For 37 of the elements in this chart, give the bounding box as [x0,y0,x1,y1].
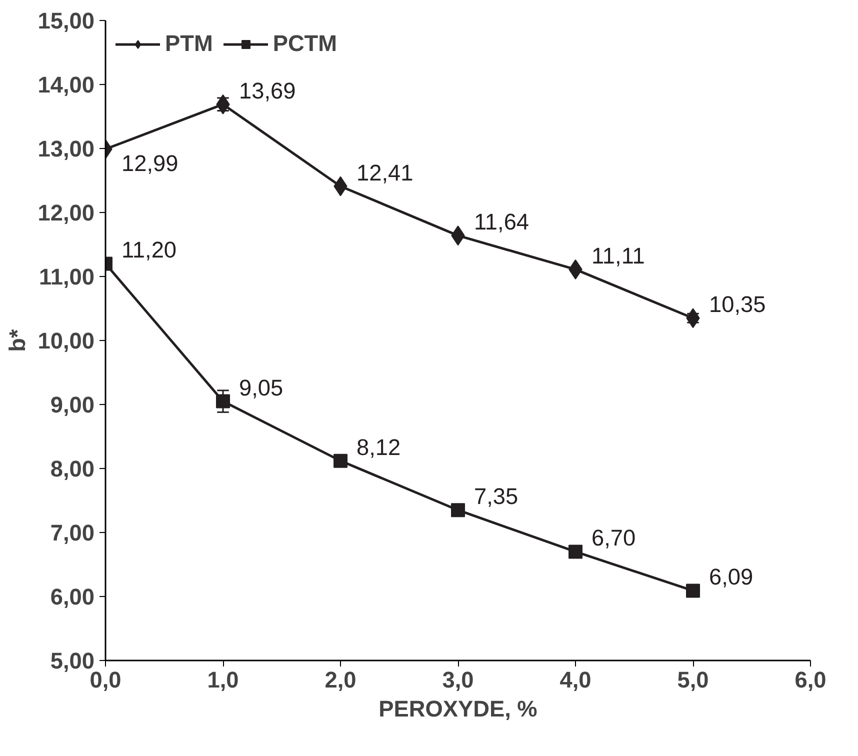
data-label: 9,05 [239,374,284,400]
data-label: 6,70 [592,524,636,551]
legend-label: PTM [165,30,213,57]
data-label: 7,35 [474,483,518,510]
point [451,503,465,518]
y-tick-label: 14,00 [38,72,95,98]
point [686,584,700,598]
data-label: 12,41 [356,159,414,186]
point [216,394,230,408]
y-tick-label: 15,00 [38,8,95,34]
data-label: 8,12 [356,434,401,460]
data-label: 11,11 [592,242,645,268]
data-label: 6,09 [709,564,754,590]
legend-label: PCTM [272,30,338,57]
y-tick-label: 6,00 [50,584,95,610]
y-tick-label: 7,00 [50,520,95,546]
point [568,544,582,559]
data-label: 12,99 [122,150,178,176]
y-tick-label: 9,00 [50,392,95,418]
y-tick-label: 10,00 [38,328,95,354]
x-tick-label: 4,0 [560,666,592,692]
data-label: 13,69 [239,77,296,104]
y-tick-label: 12,00 [38,200,95,226]
data-label: 11,20 [122,236,177,263]
data-label: 11,64 [474,208,530,235]
x-tick-label: 2,0 [324,666,356,692]
y-tick-label: 13,00 [38,136,95,162]
y-tick-label: 8,00 [50,456,95,482]
x-tick-label: 1,0 [207,666,239,692]
data-label: 10,35 [709,291,766,318]
x-tick-label: 6,0 [794,666,826,692]
x-axis-title: PEROXYDE, % [378,696,538,722]
x-tick-label: 5,0 [677,666,709,692]
y-tick-label: 11,00 [39,264,95,290]
y-axis-title: b* [4,328,30,352]
point [334,454,348,468]
x-tick-label: 3,0 [442,666,474,692]
